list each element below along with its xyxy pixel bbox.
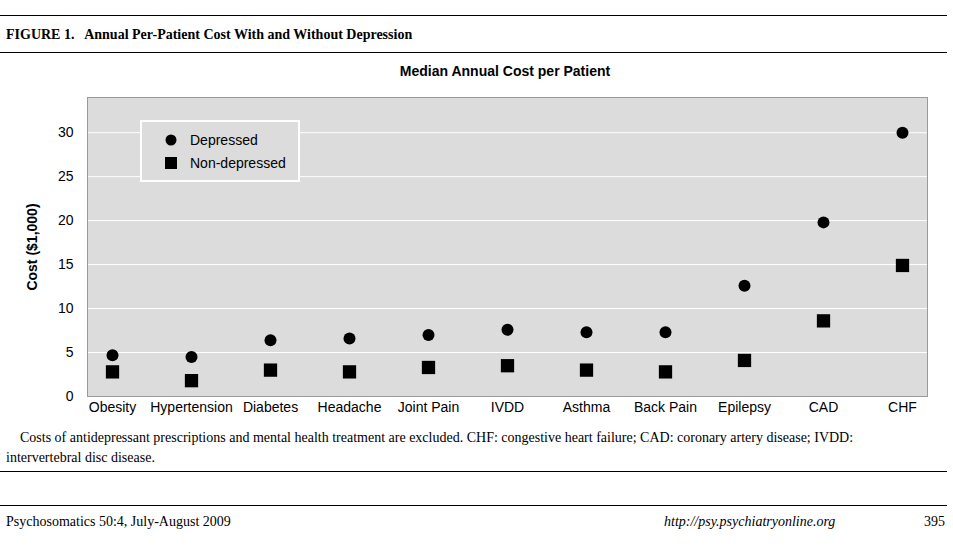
svg-text:15: 15: [58, 256, 74, 272]
svg-text:CAD: CAD: [809, 399, 839, 415]
html-text:Non-depressed: Non-depressed: [190, 154, 286, 171]
svg-text:5: 5: [66, 344, 74, 360]
svg-text:Back Pain: Back Pain: [634, 399, 697, 415]
svg-text:Headache: Headache: [318, 399, 382, 415]
svg-text:Joint Pain: Joint Pain: [398, 399, 459, 415]
html-text:Median Annual Cost per Patient: Median Annual Cost per Patient: [399, 63, 611, 79]
svg-text:10: 10: [58, 300, 74, 316]
svg-text:Epilepsy: Epilepsy: [718, 399, 771, 415]
svg-text:30: 30: [58, 124, 74, 140]
svg-text:Hypertension: Hypertension: [150, 399, 233, 415]
html-text:395: 395: [924, 514, 945, 529]
svg-text:20: 20: [58, 212, 74, 228]
svg-text:25: 25: [58, 168, 74, 184]
html-text:Psychosomatics 50:4, July-Augu: Psychosomatics 50:4, July-August 2009: [6, 514, 231, 529]
svg-text:0: 0: [66, 388, 74, 404]
svg-text:Diabetes: Diabetes: [243, 399, 298, 415]
html-text:Depressed: Depressed: [190, 131, 258, 148]
html-text:FIGURE 1. Annual Per-Patient C: FIGURE 1. Annual Per-Patient Cost With a…: [6, 27, 413, 42]
svg-text:Asthma: Asthma: [563, 399, 611, 415]
html-text:http://psy.psychiatryonline.or: http://psy.psychiatryonline.org: [664, 514, 836, 529]
svg-text:Obesity: Obesity: [89, 399, 136, 415]
svg-text:Cost ($1,000): Cost ($1,000): [24, 203, 40, 290]
svg-text:CHF: CHF: [888, 399, 917, 415]
svg-text:IVDD: IVDD: [491, 399, 524, 415]
html-text:Costs of antidepressant prescr: Costs of antidepressant prescriptions an…: [6, 430, 854, 465]
